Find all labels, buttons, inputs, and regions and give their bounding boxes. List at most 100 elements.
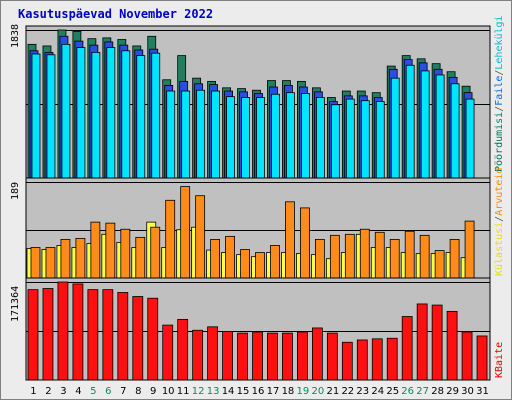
x-tick-label-30: 30	[461, 386, 474, 397]
x-tick-label-27: 27	[416, 386, 429, 397]
bottom-bar-KBaite-10	[162, 324, 174, 381]
bottom-bar-KBaite-31	[476, 335, 488, 381]
top-bar-Lehekülgi-12	[196, 89, 206, 179]
top-bar-Lehekülgi-10	[166, 90, 176, 179]
bottom-bar-KBaite-24	[371, 338, 383, 381]
middle-bar-Arvuteid-27	[419, 234, 430, 279]
x-tick-label-25: 25	[386, 386, 399, 397]
top-bar-Lehekülgi-7	[121, 50, 131, 179]
x-tick-label-21: 21	[326, 386, 339, 397]
bottom-bar-KBaite-20	[311, 327, 323, 381]
middle-bar-Arvuteid-8	[135, 236, 146, 279]
x-tick-label-29: 29	[446, 386, 459, 397]
middle-bar-Arvuteid-25	[389, 238, 400, 279]
bottom-bar-KBaite-27	[416, 303, 428, 381]
x-tick-label-8: 8	[135, 386, 141, 397]
top-bar-Lehekülgi-20	[315, 97, 325, 179]
bottom-bar-KBaite-12	[192, 329, 204, 381]
top-bar-Lehekülgi-22	[345, 98, 355, 179]
top-bar-Lehekülgi-21	[330, 104, 340, 179]
top-bar-Lehekülgi-29	[450, 83, 460, 179]
x-tick-label-10: 10	[162, 386, 175, 397]
middle-bar-Arvuteid-20	[314, 238, 325, 279]
top-bar-Lehekülgi-28	[435, 74, 445, 179]
top-bar-Lehekülgi-30	[465, 98, 475, 179]
top-bar-Lehekülgi-27	[420, 70, 430, 179]
top-bar-Lehekülgi-3	[61, 43, 71, 179]
middle-bar-Arvuteid-1	[30, 247, 41, 279]
bottom-bar-KBaite-26	[401, 316, 413, 381]
bottom-bar-KBaite-7	[117, 292, 129, 381]
x-tick-label-9: 9	[150, 386, 156, 397]
x-tick-label-23: 23	[356, 386, 369, 397]
bottom-bar-KBaite-19	[297, 331, 308, 381]
middle-bar-Arvuteid-23	[359, 228, 370, 279]
x-tick-label-26: 26	[401, 386, 414, 397]
middle-bar-Arvuteid-9	[150, 226, 161, 279]
middle-bar-Arvuteid-21	[329, 234, 340, 279]
top-bar-Lehekülgi-9	[151, 52, 161, 179]
middle-bar-Arvuteid-10	[165, 199, 176, 279]
bottom-bar-KBaite-8	[132, 296, 144, 381]
middle-bar-Arvuteid-2	[45, 247, 56, 279]
x-tick-label-13: 13	[207, 386, 220, 397]
middle-bar-Arvuteid-28	[434, 250, 445, 279]
middle-bar-Arvuteid-15	[240, 249, 250, 279]
bottom-bar-KBaite-30	[461, 331, 473, 381]
x-tick-label-11: 11	[177, 386, 190, 397]
bottom-bar-KBaite-5	[87, 289, 99, 381]
top-bar-Lehekülgi-24	[375, 101, 385, 179]
top-bar-Lehekülgi-25	[390, 77, 400, 179]
middle-bar-Arvuteid-5	[90, 221, 101, 279]
top-bar-Lehekülgi-4	[76, 47, 86, 179]
bottom-bar-KBaite-23	[356, 339, 368, 381]
bottom-bar-KBaite-22	[341, 341, 353, 381]
middle-bar-Arvuteid-19	[300, 207, 310, 279]
x-tick-label-4: 4	[75, 386, 81, 397]
bottom-bar-KBaite-1	[27, 289, 39, 381]
x-tick-label-22: 22	[341, 386, 354, 397]
x-tick-label-5: 5	[90, 386, 96, 397]
bottom-bar-KBaite-28	[431, 304, 443, 381]
x-tick-label-16: 16	[252, 386, 265, 397]
top-bar-Lehekülgi-13	[211, 90, 221, 179]
bottom-bar-KBaite-29	[446, 310, 458, 381]
middle-bar-Arvuteid-29	[449, 238, 460, 279]
x-tick-label-20: 20	[312, 386, 325, 397]
bottom-bar-KBaite-25	[386, 337, 398, 381]
middle-bar-Arvuteid-6	[105, 222, 116, 279]
bottom-bar-KBaite-17	[267, 332, 278, 381]
x-tick-label-18: 18	[282, 386, 295, 397]
top-bar-Lehekülgi-5	[91, 51, 101, 179]
middle-bar-Arvuteid-18	[285, 201, 295, 279]
x-tick-label-3: 3	[60, 386, 66, 397]
top-bar-Lehekülgi-8	[136, 55, 146, 179]
bottom-bar-KBaite-16	[252, 331, 263, 381]
bottom-bar-KBaite-9	[147, 297, 159, 381]
middle-bar-Arvuteid-7	[120, 228, 131, 279]
x-tick-label-2: 2	[45, 386, 51, 397]
top-bar-Lehekülgi-17	[271, 93, 280, 179]
top-bar-Lehekülgi-18	[286, 92, 295, 179]
middle-bar-Arvuteid-24	[374, 231, 385, 279]
top-bar-Lehekülgi-1	[31, 53, 41, 179]
bottom-bar-KBaite-14	[222, 330, 233, 381]
middle-bar-Arvuteid-3	[60, 238, 71, 279]
middle-bar-Arvuteid-17	[270, 245, 280, 279]
top-bar-Lehekülgi-16	[256, 97, 265, 179]
top-bar-Lehekülgi-26	[405, 64, 415, 179]
top-bar-Lehekülgi-2	[46, 54, 56, 179]
x-tick-label-15: 15	[237, 386, 250, 397]
x-tick-label-24: 24	[371, 386, 384, 397]
bottom-bar-KBaite-13	[207, 326, 219, 381]
top-bar-Lehekülgi-15	[241, 97, 250, 179]
middle-bar-Arvuteid-11	[180, 186, 191, 279]
x-tick-label-7: 7	[120, 386, 126, 397]
middle-bar-Arvuteid-26	[404, 230, 415, 279]
bottom-bar-KBaite-6	[102, 289, 114, 381]
x-tick-label-31: 31	[476, 386, 489, 397]
middle-bar-Arvuteid-12	[195, 195, 206, 279]
middle-bar-Arvuteid-30	[464, 220, 475, 279]
middle-bar-Arvuteid-16	[255, 252, 265, 279]
